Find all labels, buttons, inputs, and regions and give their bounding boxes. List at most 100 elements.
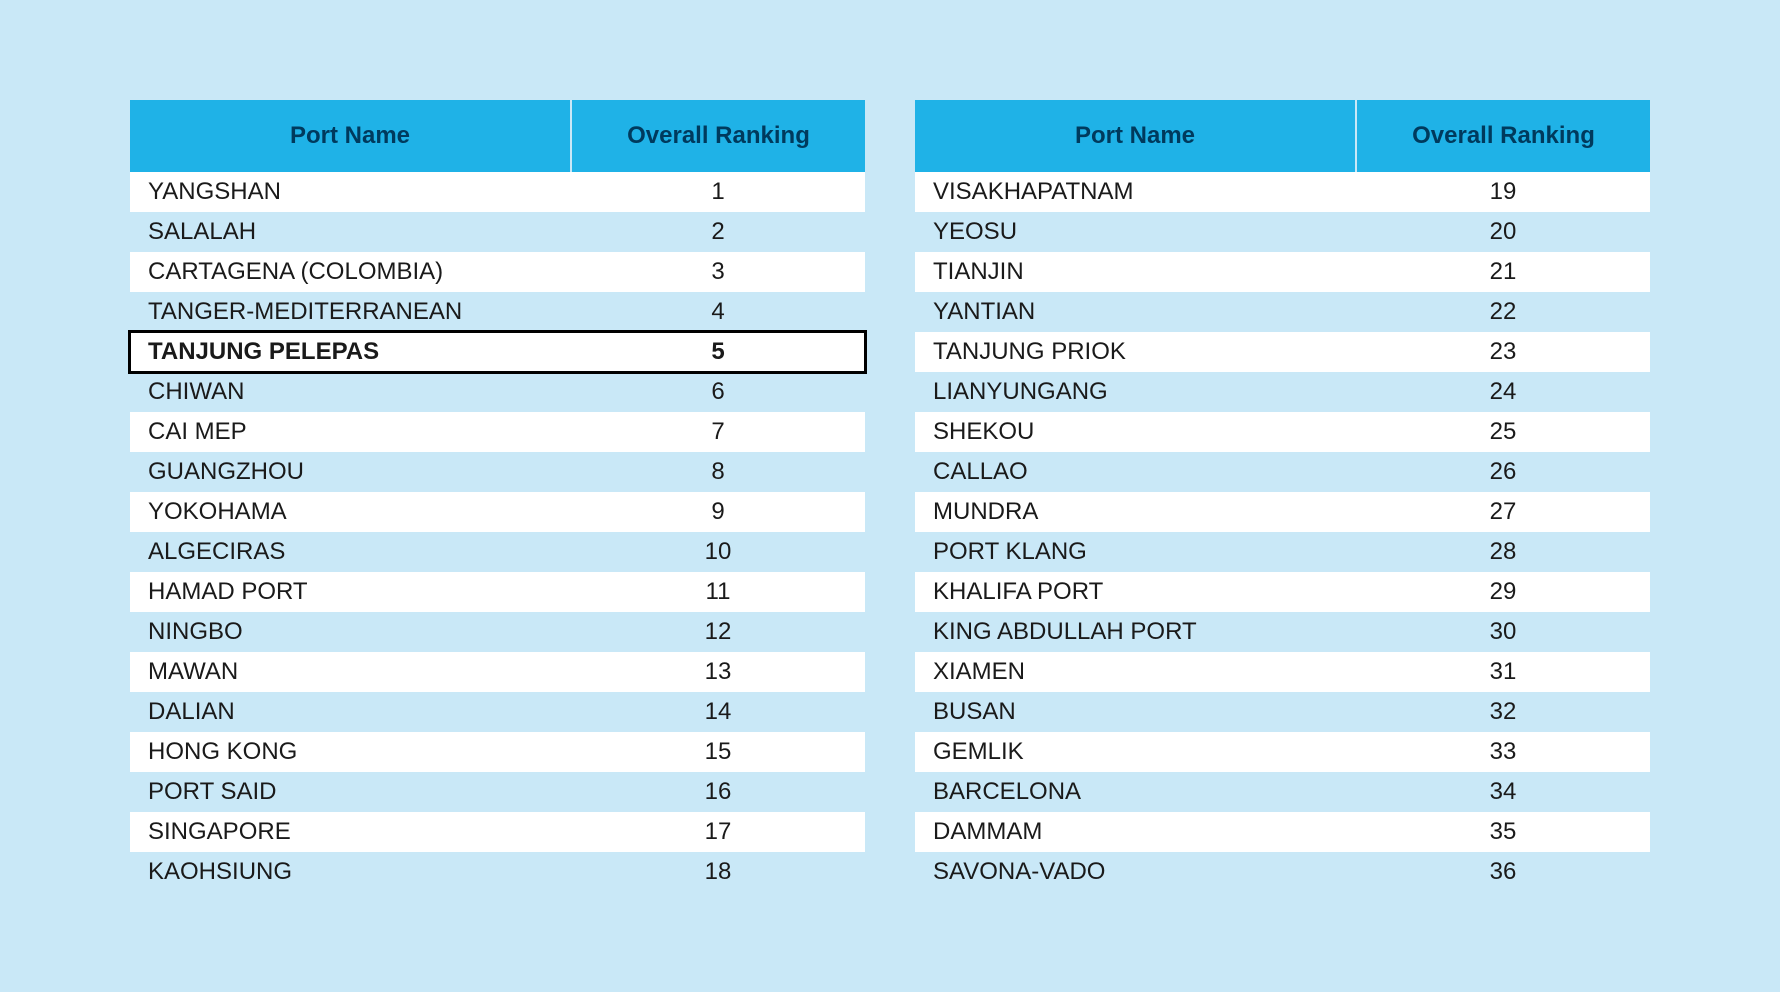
port-name-cell: CHIWAN (130, 372, 571, 412)
overall-ranking-cell: 23 (1356, 332, 1650, 372)
port-name-cell: ALGECIRAS (130, 532, 571, 572)
overall-ranking-cell: 13 (571, 652, 865, 692)
table-row: YANTIAN22 (915, 292, 1650, 332)
port-name-cell: VISAKHAPATNAM (915, 172, 1356, 212)
port-name-cell: TANJUNG PELEPAS (130, 332, 571, 372)
table-row: GUANGZHOU8 (130, 452, 865, 492)
overall-ranking-cell: 21 (1356, 252, 1650, 292)
table-row: TANGER-MEDITERRANEAN4 (130, 292, 865, 332)
overall-ranking-cell: 18 (571, 852, 865, 892)
port-name-cell: BUSAN (915, 692, 1356, 732)
overall-ranking-cell: 32 (1356, 692, 1650, 732)
overall-ranking-cell: 27 (1356, 492, 1650, 532)
overall-ranking-cell: 35 (1356, 812, 1650, 852)
port-name-cell: CALLAO (915, 452, 1356, 492)
port-name-cell: HAMAD PORT (130, 572, 571, 612)
overall-ranking-cell: 10 (571, 532, 865, 572)
table-header-row: Port Name Overall Ranking (915, 100, 1650, 172)
overall-ranking-cell: 31 (1356, 652, 1650, 692)
table-row: YOKOHAMA9 (130, 492, 865, 532)
ranking-table-right: Port Name Overall Ranking VISAKHAPATNAM1… (915, 100, 1650, 892)
table-row: PORT SAID16 (130, 772, 865, 812)
overall-ranking-cell: 25 (1356, 412, 1650, 452)
port-name-cell: GUANGZHOU (130, 452, 571, 492)
port-name-cell: KAOHSIUNG (130, 852, 571, 892)
overall-ranking-cell: 7 (571, 412, 865, 452)
port-name-cell: YANTIAN (915, 292, 1356, 332)
overall-ranking-cell: 30 (1356, 612, 1650, 652)
table-row: BARCELONA34 (915, 772, 1650, 812)
table-row: KAOHSIUNG18 (130, 852, 865, 892)
table-row: MUNDRA27 (915, 492, 1650, 532)
port-name-cell: TANJUNG PRIOK (915, 332, 1356, 372)
port-name-cell: LIANYUNGANG (915, 372, 1356, 412)
port-name-cell: BARCELONA (915, 772, 1356, 812)
port-name-cell: YOKOHAMA (130, 492, 571, 532)
port-name-cell: MUNDRA (915, 492, 1356, 532)
port-name-cell: SINGAPORE (130, 812, 571, 852)
overall-ranking-cell: 15 (571, 732, 865, 772)
overall-ranking-cell: 16 (571, 772, 865, 812)
col-header-port-name: Port Name (915, 100, 1356, 172)
overall-ranking-cell: 3 (571, 252, 865, 292)
col-header-port-name: Port Name (130, 100, 571, 172)
overall-ranking-cell: 34 (1356, 772, 1650, 812)
overall-ranking-cell: 5 (571, 332, 865, 372)
overall-ranking-cell: 36 (1356, 852, 1650, 892)
overall-ranking-cell: 33 (1356, 732, 1650, 772)
port-name-cell: KING ABDULLAH PORT (915, 612, 1356, 652)
table-row: VISAKHAPATNAM19 (915, 172, 1650, 212)
col-header-overall-ranking: Overall Ranking (1356, 100, 1650, 172)
overall-ranking-cell: 2 (571, 212, 865, 252)
table-row: KING ABDULLAH PORT30 (915, 612, 1650, 652)
port-name-cell: YANGSHAN (130, 172, 571, 212)
overall-ranking-cell: 1 (571, 172, 865, 212)
port-name-cell: YEOSU (915, 212, 1356, 252)
table-row: KHALIFA PORT29 (915, 572, 1650, 612)
port-name-cell: CAI MEP (130, 412, 571, 452)
port-name-cell: NINGBO (130, 612, 571, 652)
port-name-cell: CARTAGENA (COLOMBIA) (130, 252, 571, 292)
table-row: HONG KONG15 (130, 732, 865, 772)
table-row: SAVONA-VADO36 (915, 852, 1650, 892)
table-row: GEMLIK33 (915, 732, 1650, 772)
table-row: ALGECIRAS10 (130, 532, 865, 572)
table-row: CAI MEP7 (130, 412, 865, 452)
overall-ranking-cell: 14 (571, 692, 865, 732)
port-name-cell: GEMLIK (915, 732, 1356, 772)
table-row: HAMAD PORT11 (130, 572, 865, 612)
table-row: SHEKOU25 (915, 412, 1650, 452)
table-row: YEOSU20 (915, 212, 1650, 252)
table-body-right: VISAKHAPATNAM19YEOSU20TIANJIN21YANTIAN22… (915, 172, 1650, 892)
table-row: SINGAPORE17 (130, 812, 865, 852)
port-name-cell: DAMMAM (915, 812, 1356, 852)
overall-ranking-cell: 12 (571, 612, 865, 652)
table-body-left: YANGSHAN1SALALAH2CARTAGENA (COLOMBIA)3TA… (130, 172, 865, 892)
table-row: MAWAN13 (130, 652, 865, 692)
overall-ranking-cell: 19 (1356, 172, 1650, 212)
port-name-cell: XIAMEN (915, 652, 1356, 692)
port-name-cell: MAWAN (130, 652, 571, 692)
col-header-overall-ranking: Overall Ranking (571, 100, 865, 172)
table-row: CHIWAN6 (130, 372, 865, 412)
port-name-cell: DALIAN (130, 692, 571, 732)
port-name-cell: SALALAH (130, 212, 571, 252)
table-row: TIANJIN21 (915, 252, 1650, 292)
table-row: PORT KLANG28 (915, 532, 1650, 572)
overall-ranking-cell: 8 (571, 452, 865, 492)
overall-ranking-cell: 9 (571, 492, 865, 532)
overall-ranking-cell: 24 (1356, 372, 1650, 412)
table-row: XIAMEN31 (915, 652, 1650, 692)
overall-ranking-cell: 29 (1356, 572, 1650, 612)
port-name-cell: SAVONA-VADO (915, 852, 1356, 892)
table-row: NINGBO12 (130, 612, 865, 652)
port-name-cell: TIANJIN (915, 252, 1356, 292)
overall-ranking-cell: 22 (1356, 292, 1650, 332)
port-name-cell: SHEKOU (915, 412, 1356, 452)
overall-ranking-cell: 17 (571, 812, 865, 852)
overall-ranking-cell: 11 (571, 572, 865, 612)
table-row: SALALAH2 (130, 212, 865, 252)
overall-ranking-cell: 6 (571, 372, 865, 412)
table-row: DALIAN14 (130, 692, 865, 732)
port-name-cell: PORT SAID (130, 772, 571, 812)
